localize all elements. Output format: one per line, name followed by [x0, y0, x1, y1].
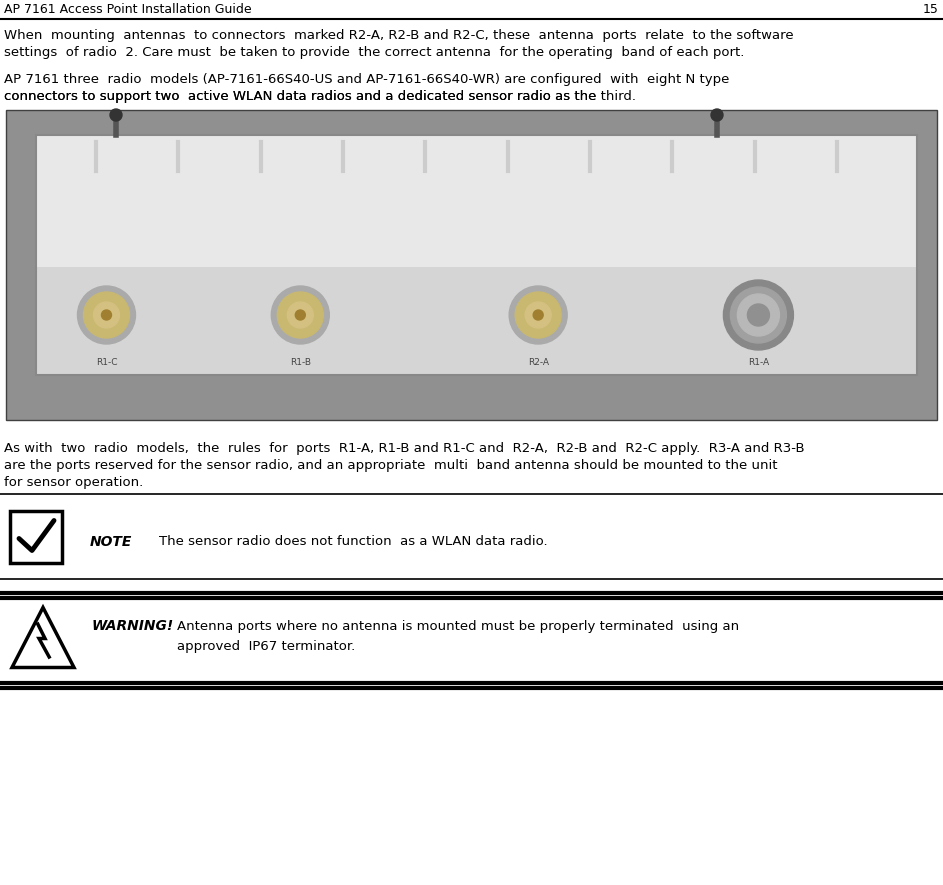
Circle shape: [748, 304, 769, 326]
Circle shape: [711, 109, 723, 121]
Bar: [6, 110, 937, 420]
Text: WARNING!: WARNING!: [92, 620, 174, 634]
Circle shape: [723, 280, 793, 350]
Text: 15: 15: [923, 3, 939, 16]
Text: When  mounting  antennas  to connectors  marked R2-A, R2-B and R2-C, these  ante: When mounting antennas to connectors mar…: [4, 29, 794, 42]
Circle shape: [93, 302, 120, 328]
Circle shape: [737, 294, 780, 336]
Text: approved  IP67 terminator.: approved IP67 terminator.: [177, 640, 356, 653]
Text: settings  of radio  2. Care must  be taken to provide  the correct antenna  for : settings of radio 2. Care must be taken …: [4, 46, 744, 59]
Text: AP 7161 Access Point Installation Guide: AP 7161 Access Point Installation Guide: [4, 3, 252, 16]
Circle shape: [525, 302, 551, 328]
Bar: [36, 135, 917, 267]
Circle shape: [110, 109, 122, 121]
Text: As with  two  radio  models,  the  rules  for  ports  R1-A, R1-B and R1-C and  R: As with two radio models, the rules for …: [4, 442, 804, 455]
Circle shape: [731, 287, 786, 343]
Circle shape: [84, 292, 129, 338]
Text: connectors to support two  active WLAN data radios and a dedicated sensor radio : connectors to support two active WLAN da…: [4, 90, 601, 103]
Text: R1-B: R1-B: [290, 358, 311, 367]
Text: Antenna ports where no antenna is mounted must be properly terminated  using an: Antenna ports where no antenna is mounte…: [177, 620, 739, 633]
Circle shape: [515, 292, 561, 338]
Circle shape: [77, 286, 136, 344]
Bar: [10, 511, 62, 563]
Text: R1-A: R1-A: [748, 358, 769, 367]
Text: R2-A: R2-A: [528, 358, 549, 367]
Circle shape: [509, 286, 567, 344]
Text: AP 7161 three  radio  models (AP-7161-66S40-US and AP-7161-66S40-WR) are configu: AP 7161 three radio models (AP-7161-66S4…: [4, 73, 729, 86]
Circle shape: [533, 310, 543, 320]
Polygon shape: [12, 607, 74, 667]
Circle shape: [102, 310, 111, 320]
Text: NOTE: NOTE: [90, 535, 132, 549]
Bar: [36, 267, 917, 375]
Bar: [36, 135, 917, 375]
Text: for sensor operation.: for sensor operation.: [4, 476, 143, 489]
Circle shape: [288, 302, 313, 328]
Text: are the ports reserved for the sensor radio, and an appropriate  multi  band ant: are the ports reserved for the sensor ra…: [4, 459, 777, 472]
Circle shape: [277, 292, 323, 338]
Circle shape: [272, 286, 329, 344]
Text: R1-C: R1-C: [96, 358, 117, 367]
Text: connectors to support two  active WLAN data radios and a dedicated sensor radio : connectors to support two active WLAN da…: [4, 90, 636, 103]
Text: The sensor radio does not function  as a WLAN data radio.: The sensor radio does not function as a …: [142, 535, 548, 548]
Circle shape: [295, 310, 306, 320]
